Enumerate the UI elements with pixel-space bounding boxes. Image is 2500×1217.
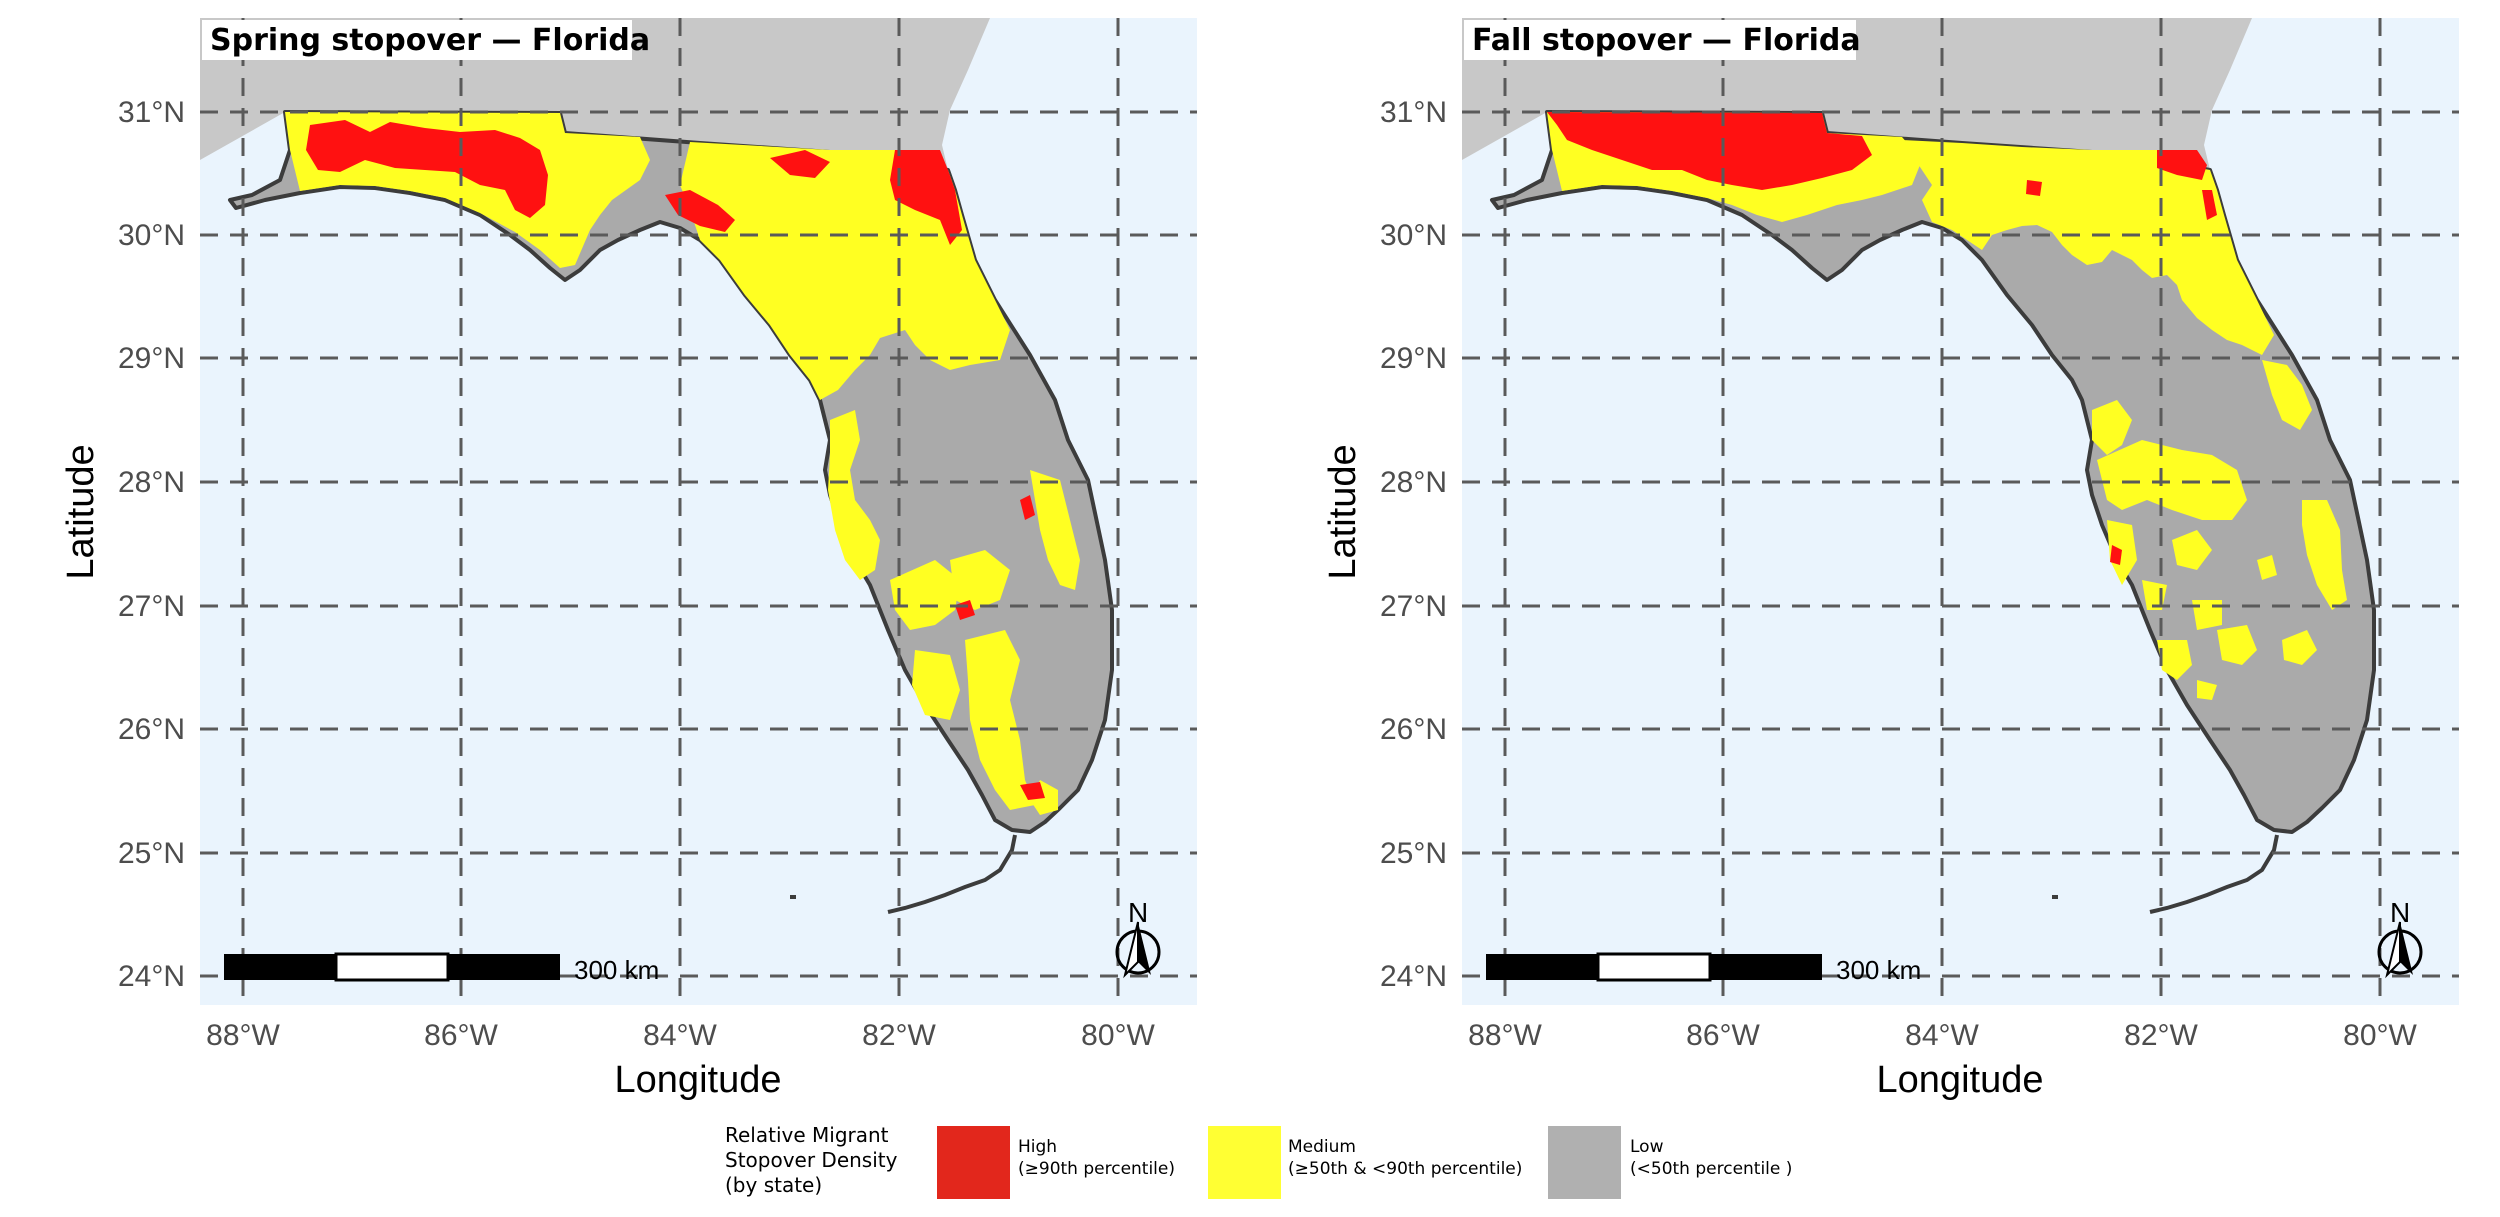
x-axis-title: Longitude bbox=[615, 1059, 782, 1101]
x-tick-label: 88°W bbox=[1468, 1019, 1542, 1052]
y-axis-title: Latitude bbox=[1322, 444, 1364, 579]
legend-sublabel: (<50th percentile ) bbox=[1630, 1159, 1793, 1179]
x-tick-label: 84°W bbox=[643, 1019, 717, 1052]
legend-label-medium: Medium (≥50th & <90th percentile) bbox=[1288, 1136, 1522, 1180]
legend-label-high: High (≥90th percentile) bbox=[1018, 1136, 1175, 1180]
spring-map-panel: Spring stopover — Florida 300 km N 31°N … bbox=[0, 0, 1250, 1101]
x-tick-label: 82°W bbox=[862, 1019, 936, 1052]
scale-bar-label: 300 km bbox=[1836, 955, 1921, 985]
legend: Relative Migrant Stopover Density (by st… bbox=[0, 1110, 2500, 1210]
y-tick-label: 24°N bbox=[1380, 960, 1447, 993]
y-tick-label: 30°N bbox=[118, 219, 185, 252]
scale-bar bbox=[224, 952, 560, 982]
y-tick-label: 31°N bbox=[1380, 96, 1447, 129]
x-tick-label: 80°W bbox=[2343, 1019, 2417, 1052]
x-tick-label: 86°W bbox=[1686, 1019, 1760, 1052]
x-axis-ticks: 88°W 86°W 84°W 82°W 80°W bbox=[206, 1019, 1155, 1052]
island bbox=[790, 895, 796, 899]
panel-title-box bbox=[202, 20, 632, 60]
y-axis-title: Latitude bbox=[60, 444, 102, 579]
x-tick-label: 82°W bbox=[2124, 1019, 2198, 1052]
scale-bar bbox=[1486, 952, 1822, 982]
fall-map-panel: Fall stopover — Florida 300 km N 31°N 30… bbox=[1262, 0, 2500, 1101]
y-tick-label: 26°N bbox=[1380, 713, 1447, 746]
x-tick-label: 86°W bbox=[424, 1019, 498, 1052]
y-tick-label: 25°N bbox=[1380, 837, 1447, 870]
spring-map-svg: Spring stopover — Florida 300 km N 31°N … bbox=[60, 18, 1197, 1101]
y-tick-label: 29°N bbox=[1380, 342, 1447, 375]
fall-map-svg: Fall stopover — Florida 300 km N 31°N 30… bbox=[1322, 18, 2459, 1101]
florida-keys bbox=[2149, 834, 2279, 914]
north-arrow-icon bbox=[1115, 921, 1161, 979]
y-tick-label: 27°N bbox=[118, 590, 185, 623]
legend-sublabel: (≥50th & <90th percentile) bbox=[1288, 1159, 1523, 1179]
legend-label: Medium bbox=[1288, 1137, 1356, 1157]
panel-title: Fall stopover — Florida bbox=[1472, 23, 1861, 58]
legend-key-low bbox=[1548, 1126, 1621, 1199]
panel-title-box bbox=[1464, 20, 1856, 60]
legend-title: Relative Migrant Stopover Density (by st… bbox=[725, 1123, 925, 1198]
high-density-zones bbox=[306, 120, 1045, 800]
legend-sublabel: (≥90th percentile) bbox=[1018, 1159, 1176, 1179]
x-axis-ticks: 88°W 86°W 84°W 82°W 80°W bbox=[1468, 1019, 2417, 1052]
y-tick-label: 28°N bbox=[1380, 466, 1447, 499]
y-tick-label: 26°N bbox=[118, 713, 185, 746]
panel-title: Spring stopover — Florida bbox=[210, 23, 650, 58]
x-axis-title: Longitude bbox=[1877, 1059, 2044, 1101]
y-tick-label: 25°N bbox=[118, 837, 185, 870]
legend-label: Low bbox=[1630, 1137, 1664, 1157]
x-tick-label: 80°W bbox=[1081, 1019, 1155, 1052]
legend-key-medium bbox=[1208, 1126, 1281, 1199]
high-density-zones bbox=[1547, 112, 2217, 565]
north-arrow-label: N bbox=[2390, 897, 2410, 928]
north-arrow-icon bbox=[2377, 921, 2423, 979]
x-tick-label: 88°W bbox=[206, 1019, 280, 1052]
y-tick-label: 29°N bbox=[118, 342, 185, 375]
florida-keys bbox=[887, 834, 1017, 914]
y-axis-ticks: 31°N 30°N 29°N 28°N 27°N 26°N 25°N 24°N bbox=[118, 96, 185, 993]
scale-bar-label: 300 km bbox=[574, 955, 659, 985]
y-tick-label: 24°N bbox=[118, 960, 185, 993]
y-axis-ticks: 31°N 30°N 29°N 28°N 27°N 26°N 25°N 24°N bbox=[1380, 96, 1447, 993]
legend-title-line: (by state) bbox=[725, 1173, 823, 1197]
legend-title-line: Stopover Density bbox=[725, 1148, 898, 1172]
y-tick-label: 31°N bbox=[118, 96, 185, 129]
y-tick-label: 28°N bbox=[118, 466, 185, 499]
island bbox=[2052, 895, 2058, 899]
legend-label: High bbox=[1018, 1137, 1058, 1157]
x-tick-label: 84°W bbox=[1905, 1019, 1979, 1052]
legend-label-low: Low (<50th percentile ) bbox=[1630, 1136, 1792, 1180]
legend-title-line: Relative Migrant bbox=[725, 1123, 889, 1147]
y-tick-label: 27°N bbox=[1380, 590, 1447, 623]
legend-key-high bbox=[937, 1126, 1010, 1199]
y-tick-label: 30°N bbox=[1380, 219, 1447, 252]
north-arrow-label: N bbox=[1128, 897, 1148, 928]
